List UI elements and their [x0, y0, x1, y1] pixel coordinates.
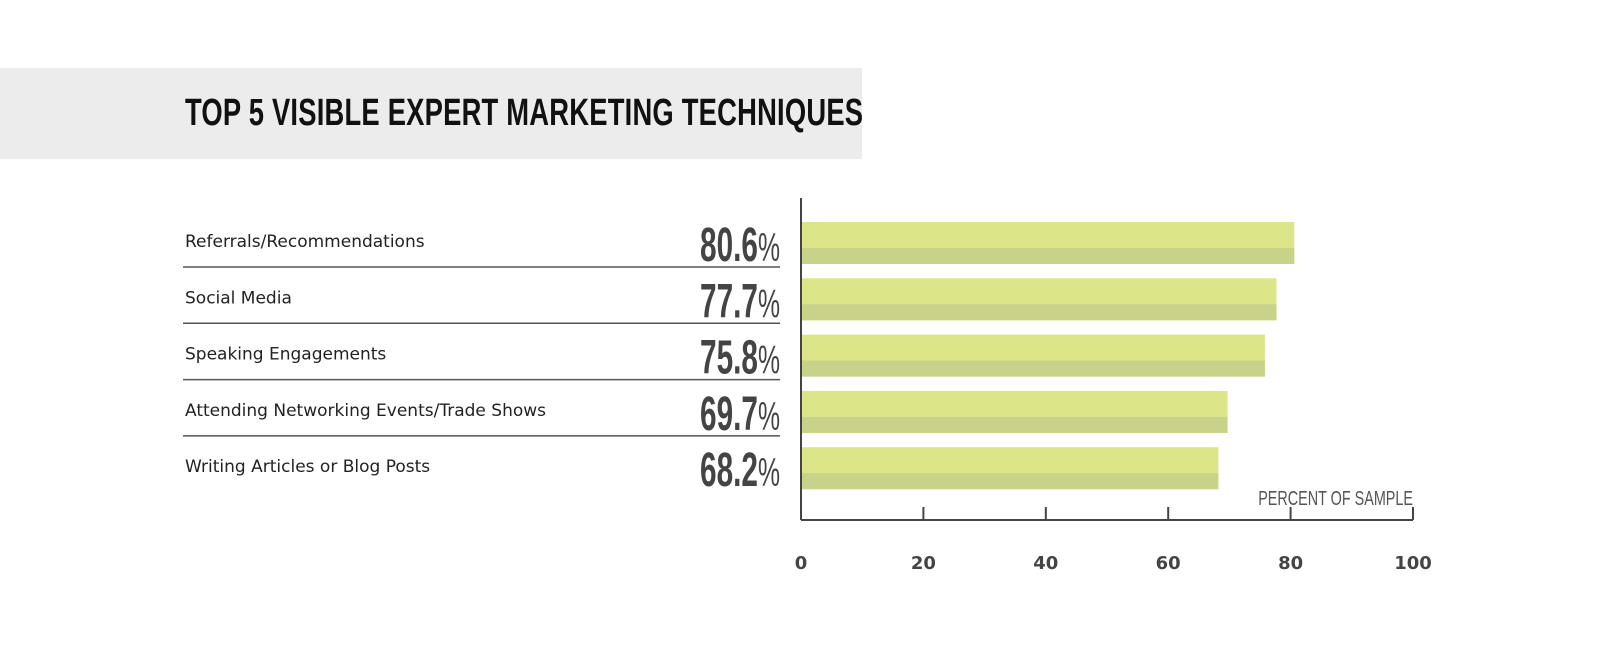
category-label: Referrals/Recommendations [185, 232, 425, 252]
value-number: 80.6 [700, 219, 758, 272]
value-label: 69.7% [700, 388, 780, 441]
value-suffix: % [758, 226, 780, 270]
value-number: 69.7 [700, 388, 758, 441]
x-tick-label: 80 [1278, 553, 1303, 574]
value-label: 77.7% [700, 275, 780, 328]
value-suffix: % [758, 395, 780, 439]
value-number: 68.2 [700, 444, 758, 497]
x-tick-label: 60 [1156, 553, 1181, 574]
chart-title: TOP 5 VISIBLE EXPERT MARKETING TECHNIQUE… [185, 92, 864, 134]
x-axis-title: PERCENT OF SAMPLE [1258, 487, 1413, 510]
bar-shade [801, 473, 1219, 490]
bar-shade [801, 360, 1265, 377]
bar-shade [801, 416, 1228, 433]
value-suffix: % [758, 451, 780, 495]
category-label: Writing Articles or Blog Posts [185, 457, 430, 477]
value-number: 75.8 [700, 332, 758, 385]
value-label: 68.2% [700, 444, 780, 497]
x-tick-label: 0 [795, 553, 808, 574]
value-number: 77.7 [700, 275, 758, 328]
x-tick-label: 100 [1394, 553, 1432, 574]
category-label: Attending Networking Events/Trade Shows [185, 401, 546, 421]
bar-shade [801, 304, 1277, 321]
bar-shade [801, 248, 1295, 264]
title-band [0, 68, 862, 159]
category-label: Speaking Engagements [185, 345, 386, 365]
x-tick-label: 20 [911, 553, 936, 574]
x-tick-label: 40 [1033, 553, 1058, 574]
category-label: Social Media [185, 288, 292, 308]
value-suffix: % [758, 339, 780, 383]
value-label: 80.6% [700, 219, 780, 272]
value-suffix: % [758, 282, 780, 326]
value-label: 75.8% [700, 332, 780, 385]
